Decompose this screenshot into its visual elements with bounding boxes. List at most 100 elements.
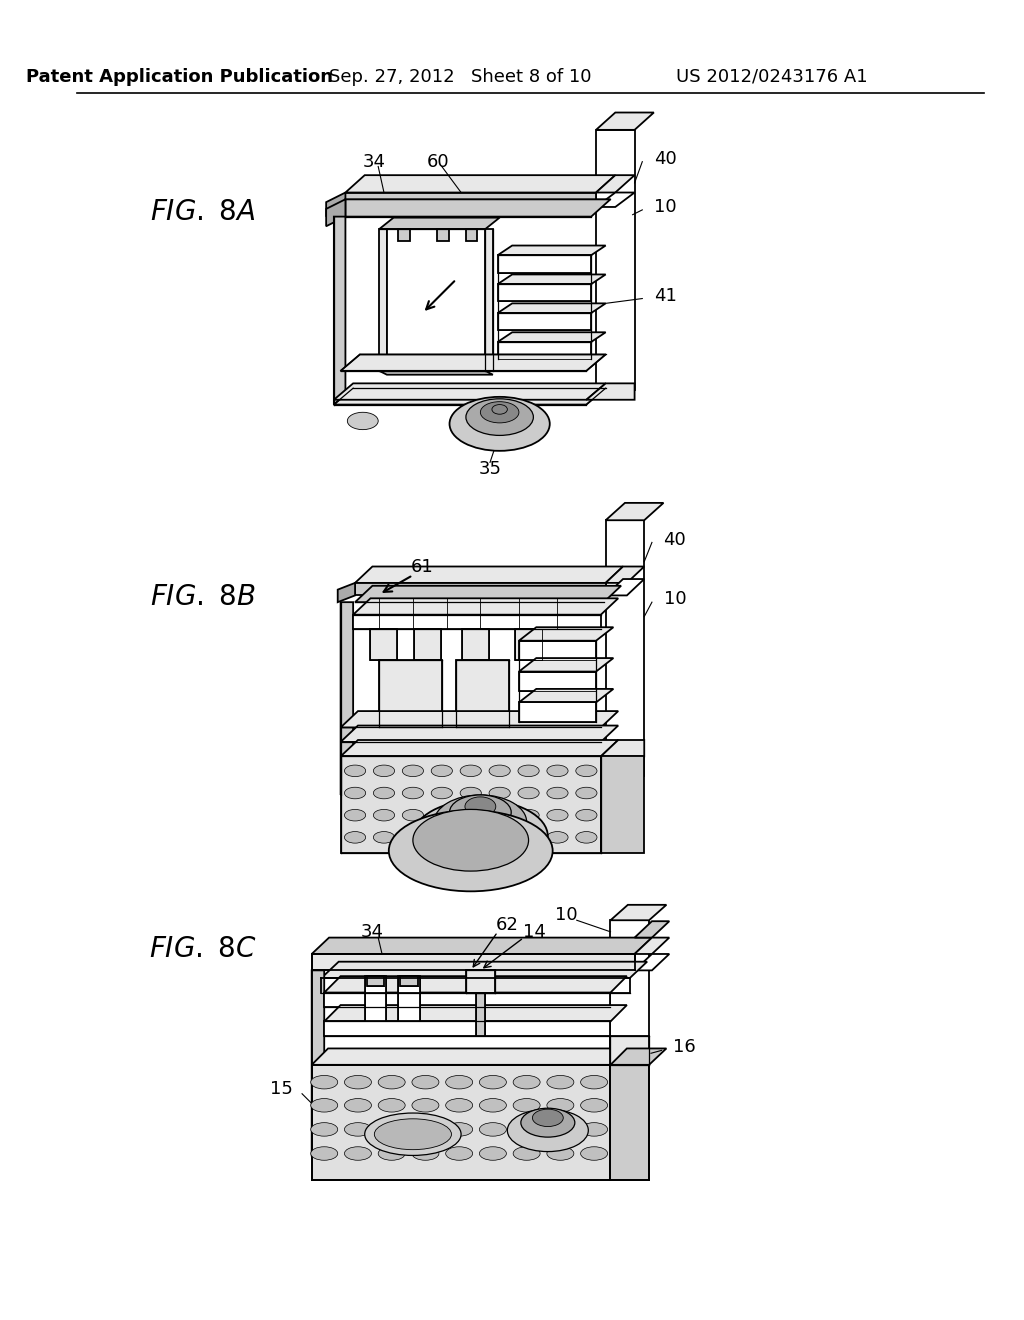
Ellipse shape [547, 809, 568, 821]
Ellipse shape [344, 1076, 372, 1089]
Ellipse shape [374, 766, 394, 776]
Polygon shape [365, 977, 386, 1022]
Ellipse shape [450, 397, 550, 451]
Polygon shape [400, 977, 418, 986]
Polygon shape [325, 993, 610, 1007]
Polygon shape [610, 1036, 649, 1065]
Ellipse shape [460, 832, 481, 843]
Text: 40: 40 [664, 531, 686, 549]
Ellipse shape [575, 832, 597, 843]
Ellipse shape [402, 809, 424, 821]
Text: 10: 10 [664, 590, 686, 609]
Polygon shape [596, 129, 635, 391]
Ellipse shape [434, 795, 526, 849]
Polygon shape [341, 756, 601, 853]
Polygon shape [311, 1065, 610, 1180]
Ellipse shape [489, 787, 510, 799]
Ellipse shape [431, 787, 453, 799]
Polygon shape [379, 230, 387, 371]
Polygon shape [327, 199, 345, 226]
Polygon shape [466, 230, 477, 240]
Ellipse shape [465, 797, 496, 816]
Ellipse shape [445, 1147, 473, 1160]
Ellipse shape [344, 1123, 372, 1137]
Text: 35: 35 [478, 461, 502, 478]
Polygon shape [605, 566, 644, 583]
Ellipse shape [347, 412, 378, 429]
Text: 61: 61 [412, 557, 434, 576]
Ellipse shape [344, 787, 366, 799]
Polygon shape [355, 566, 623, 583]
Polygon shape [379, 371, 493, 375]
Ellipse shape [547, 787, 568, 799]
Ellipse shape [445, 1123, 473, 1137]
Ellipse shape [518, 766, 540, 776]
Polygon shape [322, 962, 647, 978]
Polygon shape [519, 672, 596, 690]
Ellipse shape [547, 1076, 573, 1089]
Polygon shape [341, 741, 618, 756]
Polygon shape [610, 1048, 667, 1065]
Text: Sheet 8 of 10: Sheet 8 of 10 [471, 67, 592, 86]
Ellipse shape [513, 1098, 540, 1111]
Text: 60: 60 [427, 153, 450, 170]
Polygon shape [398, 230, 410, 240]
Polygon shape [635, 954, 670, 970]
Ellipse shape [581, 1076, 607, 1089]
Text: US 2012/0243176 A1: US 2012/0243176 A1 [676, 67, 867, 86]
Ellipse shape [513, 1123, 540, 1137]
Polygon shape [519, 640, 596, 660]
Polygon shape [355, 586, 622, 602]
Ellipse shape [431, 809, 453, 821]
Ellipse shape [460, 787, 481, 799]
Ellipse shape [445, 1098, 473, 1111]
Polygon shape [345, 193, 596, 207]
Polygon shape [498, 313, 591, 330]
Ellipse shape [412, 1098, 439, 1111]
Polygon shape [311, 970, 325, 1156]
Polygon shape [355, 583, 605, 595]
Ellipse shape [518, 809, 540, 821]
Ellipse shape [310, 1147, 338, 1160]
Polygon shape [635, 937, 670, 954]
Polygon shape [610, 1065, 649, 1180]
Ellipse shape [389, 810, 553, 891]
Polygon shape [610, 920, 649, 1137]
Ellipse shape [466, 399, 534, 436]
Text: $\mathit{FIG.\ 8A}$: $\mathit{FIG.\ 8A}$ [150, 198, 256, 226]
Polygon shape [498, 342, 591, 359]
Polygon shape [334, 388, 605, 404]
Polygon shape [341, 726, 618, 742]
Polygon shape [414, 630, 441, 660]
Polygon shape [498, 284, 591, 301]
Polygon shape [437, 230, 449, 240]
Polygon shape [325, 1005, 627, 1022]
Polygon shape [341, 602, 353, 795]
Ellipse shape [479, 1098, 507, 1111]
Ellipse shape [575, 809, 597, 821]
Ellipse shape [310, 1123, 338, 1137]
Polygon shape [367, 977, 384, 986]
Ellipse shape [480, 401, 519, 422]
Ellipse shape [581, 1123, 607, 1137]
Text: $\mathit{FIG.\ 8C}$: $\mathit{FIG.\ 8C}$ [148, 935, 257, 964]
Text: 62: 62 [496, 916, 519, 935]
Ellipse shape [310, 1098, 338, 1111]
Ellipse shape [507, 1109, 589, 1151]
Polygon shape [519, 702, 596, 722]
Ellipse shape [378, 1098, 406, 1111]
Polygon shape [341, 355, 605, 371]
Polygon shape [485, 230, 493, 371]
Polygon shape [387, 230, 485, 371]
Ellipse shape [489, 809, 510, 821]
Ellipse shape [513, 1076, 540, 1089]
Polygon shape [379, 660, 441, 727]
Text: 40: 40 [654, 149, 677, 168]
Text: 41: 41 [654, 286, 677, 305]
Text: Patent Application Publication: Patent Application Publication [27, 67, 333, 86]
Polygon shape [475, 993, 485, 1036]
Polygon shape [371, 630, 397, 660]
Ellipse shape [402, 766, 424, 776]
Polygon shape [325, 977, 627, 993]
Ellipse shape [431, 766, 453, 776]
